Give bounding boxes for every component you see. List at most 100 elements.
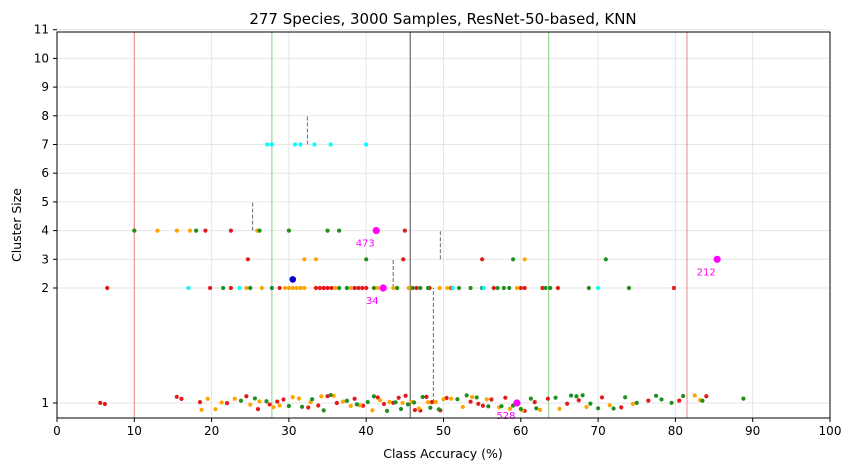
y-tick-label: 2 xyxy=(41,281,49,295)
data-point-orange xyxy=(630,401,635,406)
data-point-orange xyxy=(290,395,295,400)
data-point-red xyxy=(321,285,326,291)
x-axis-label: Class Accuracy (%) xyxy=(383,446,503,461)
data-point-orange xyxy=(244,285,249,291)
data-point-red xyxy=(329,285,334,291)
data-point-red xyxy=(565,401,570,406)
data-point-red xyxy=(412,407,417,413)
data-point-red xyxy=(599,395,605,400)
data-point-green xyxy=(669,400,674,405)
data-point-green xyxy=(328,392,333,398)
data-point-green xyxy=(468,285,473,291)
data-point-green xyxy=(588,401,593,406)
data-point-red xyxy=(244,394,249,399)
data-point-cyan xyxy=(481,285,486,291)
data-point-red xyxy=(555,285,561,291)
data-point-orange xyxy=(302,285,307,291)
data-point-red xyxy=(352,396,357,401)
data-point-orange xyxy=(205,396,210,401)
data-point-green xyxy=(344,398,349,403)
data-point-green xyxy=(405,402,411,407)
data-point-green xyxy=(132,228,137,233)
data-point-red xyxy=(402,228,407,233)
data-point-green xyxy=(474,395,479,400)
data-point-red xyxy=(364,285,369,291)
data-point-green xyxy=(257,228,262,233)
data-point-red xyxy=(174,394,179,399)
data-point-orange xyxy=(607,403,612,408)
x-tick-label: 30 xyxy=(281,424,296,438)
data-point-orange xyxy=(298,285,303,291)
y-tick-label: 11 xyxy=(34,23,49,37)
data-point-orange xyxy=(433,399,438,405)
data-point-green xyxy=(393,400,398,405)
data-point-green xyxy=(596,406,601,411)
data-point-red xyxy=(540,285,545,291)
data-point-orange xyxy=(692,393,697,398)
data-point-green xyxy=(248,285,253,291)
data-point-green xyxy=(371,394,377,399)
data-point-green xyxy=(455,397,460,402)
data-point-red xyxy=(325,285,330,291)
data-point-green xyxy=(501,285,506,291)
data-point-green xyxy=(221,285,226,291)
data-point-green xyxy=(528,396,533,401)
data-point-red xyxy=(677,398,682,403)
data-point-orange xyxy=(259,285,264,291)
data-point-green xyxy=(510,257,516,262)
data-point-orange xyxy=(538,407,543,412)
data-point-green xyxy=(486,404,491,409)
data-point-red xyxy=(403,393,408,398)
data-point-green xyxy=(428,405,433,410)
highlight-label: 34 xyxy=(366,296,379,307)
data-point-red xyxy=(429,400,435,405)
data-point-orange xyxy=(378,398,383,403)
data-point-green xyxy=(337,285,342,291)
data-point-orange xyxy=(232,396,237,401)
data-point-green xyxy=(507,285,512,291)
data-point-red xyxy=(245,257,251,262)
y-tick-label: 3 xyxy=(41,252,49,266)
data-point-cyan xyxy=(298,142,303,147)
data-point-cyan xyxy=(265,142,270,147)
data-point-red xyxy=(360,285,365,291)
x-tick-label: 10 xyxy=(127,424,142,438)
y-tick-label: 7 xyxy=(41,138,49,152)
data-point-orange xyxy=(387,399,392,405)
data-point-red xyxy=(203,228,208,233)
data-point-red xyxy=(401,257,406,262)
data-point-cyan xyxy=(450,285,455,291)
data-point-red xyxy=(381,401,387,407)
data-point-orange xyxy=(460,404,465,410)
data-point-cyan xyxy=(269,142,274,147)
data-point-red xyxy=(228,228,234,233)
data-point-orange xyxy=(437,285,442,291)
data-point-green xyxy=(194,228,199,233)
data-point-green xyxy=(410,285,415,291)
data-point-red xyxy=(228,285,234,291)
data-point-orange xyxy=(522,257,527,262)
data-point-green xyxy=(634,400,639,406)
data-point-orange xyxy=(302,257,307,262)
data-point-red xyxy=(671,285,676,291)
data-point-red xyxy=(532,400,537,405)
data-point-orange xyxy=(391,285,396,291)
data-point-orange xyxy=(257,399,262,404)
data-point-orange xyxy=(187,228,193,233)
data-point-orange xyxy=(296,396,302,401)
data-point-green xyxy=(659,397,664,402)
data-point-green xyxy=(464,393,469,398)
highlight-point xyxy=(713,255,721,263)
data-point-cyan xyxy=(186,285,191,291)
data-point-green xyxy=(681,393,686,399)
data-point-green xyxy=(365,399,370,405)
data-point-green xyxy=(574,394,579,399)
data-point-red xyxy=(545,396,550,401)
data-point-orange xyxy=(400,400,405,406)
data-point-orange xyxy=(219,400,224,405)
data-point-green xyxy=(354,402,360,407)
data-point-green xyxy=(371,285,377,291)
data-point-green xyxy=(553,395,558,400)
data-point-red xyxy=(619,405,624,410)
